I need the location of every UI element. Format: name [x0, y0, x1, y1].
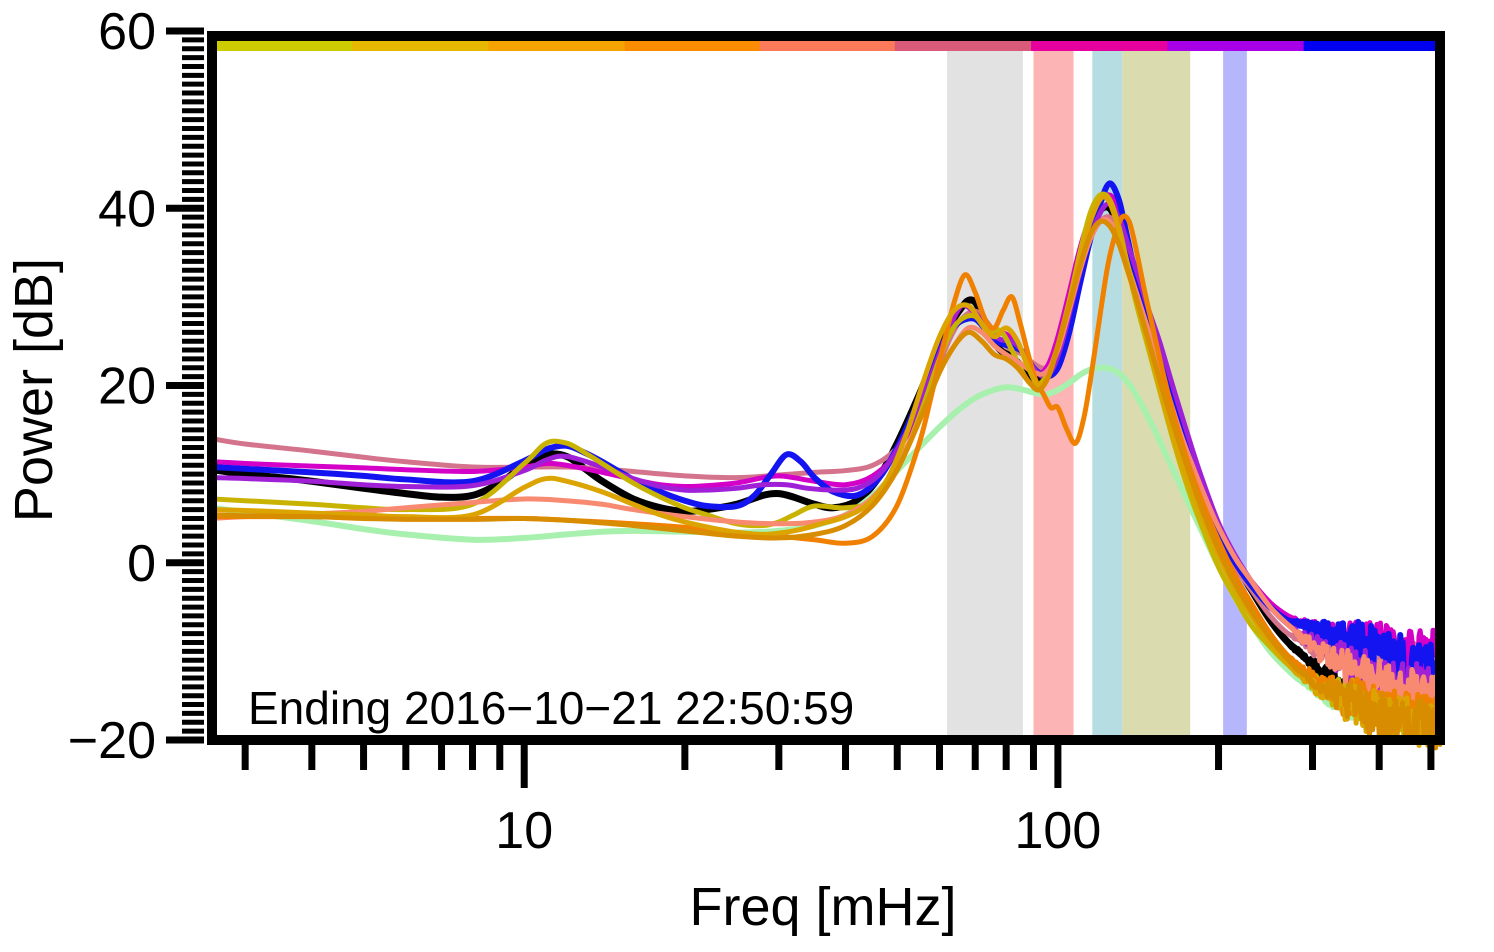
x-tick-label: 10 [495, 802, 553, 860]
y-axis-label: Power [dB] [4, 258, 64, 522]
axes-frame [207, 31, 1445, 745]
x-axis-label: Freq [mHz] [689, 877, 956, 937]
x-tick-label: 100 [1015, 802, 1102, 860]
axes-spine-bottom [207, 735, 1445, 745]
axes-spine-right [1435, 31, 1445, 740]
y-tick-label: −20 [68, 712, 156, 770]
band-lightblue [1092, 49, 1123, 740]
y-tick-label: 40 [98, 180, 156, 238]
y-tick-label: 0 [127, 535, 156, 593]
y-tick-label: 60 [98, 3, 156, 61]
axis-ticks [166, 27, 1435, 788]
y-tick-label: 20 [98, 358, 156, 416]
band-khaki [1122, 49, 1191, 740]
axes-spine-left [207, 31, 217, 740]
curve-trace-darkorange [209, 218, 1443, 751]
axis-tick-labels: −20 0 20 40 60 10 100 [68, 3, 1101, 860]
ending-timestamp-annotation: Ending 2016−10−21 22:50:59 [248, 682, 854, 734]
axes-spine-top [207, 31, 1445, 41]
band-periwinkle [1223, 49, 1247, 740]
spectrum-curves [208, 180, 1444, 751]
